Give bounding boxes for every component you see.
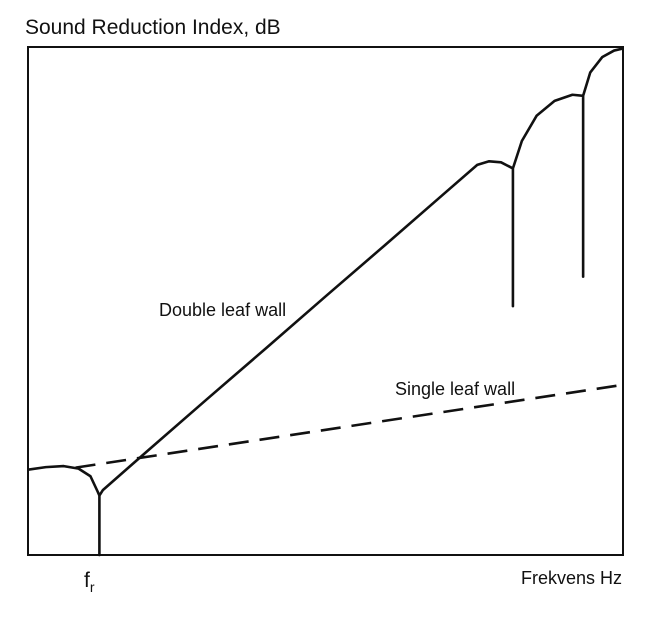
single-leaf-wall-label: Single leaf wall (395, 379, 515, 399)
resonance-frequency-label: fr (84, 569, 95, 595)
resonance-frequency-subscript: r (90, 579, 95, 595)
resonance-frequency-base: f (84, 569, 90, 592)
series-layer (27, 47, 624, 557)
series-line-double-leaf-wall (27, 47, 624, 557)
y-axis-label: Sound Reduction Index, dB (25, 16, 281, 39)
plot-frame (27, 46, 624, 556)
x-axis-label: Frekvens Hz (521, 568, 622, 588)
double-leaf-wall-label: Double leaf wall (159, 300, 286, 320)
series-line-single-leaf-wall (75, 383, 624, 469)
resonance-frequency-symbol: fr (84, 569, 95, 595)
